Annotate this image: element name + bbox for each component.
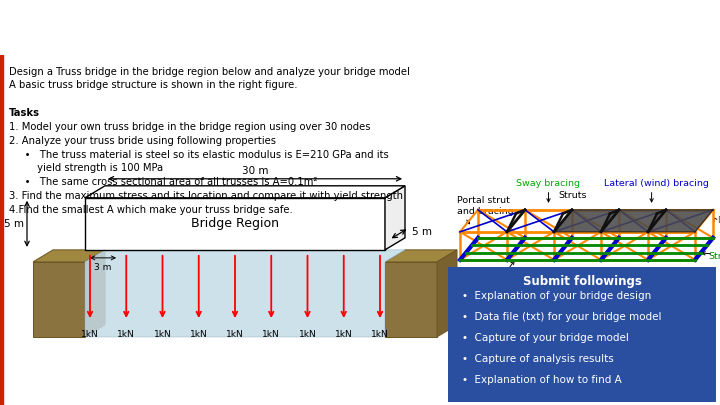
Text: Lateral (wind) bracing: Lateral (wind) bracing [604,179,709,188]
Text: Deck: Deck [717,216,720,225]
Text: 1kN: 1kN [335,330,353,339]
Bar [0,55,3,405]
Text: Floor beams: Floor beams [454,278,513,287]
Text: Bridge Region: Bridge Region [191,217,279,230]
Text: 4.Find the smallest A which make your truss bridge safe.: 4.Find the smallest A which make your tr… [9,205,293,215]
Text: 2. Analyze your truss bride using following properties: 2. Analyze your truss bride using follow… [9,136,276,146]
Text: Submit followings: Submit followings [523,275,642,288]
Text: Stringers: Stringers [708,252,720,261]
Text: •   The truss material is steel so its elastic modulus is E=210 GPa and its: • The truss material is steel so its ela… [9,149,389,160]
Text: Project 1 – Bridge Design and Analysis: Project 1 – Bridge Design and Analysis [9,18,521,42]
Text: •  Explanation of your bridge design: • Explanation of your bridge design [462,291,652,301]
Polygon shape [554,210,713,232]
Text: 1kN: 1kN [226,330,244,339]
Polygon shape [385,262,437,337]
Polygon shape [85,250,405,337]
Text: •  Data file (txt) for your bridge model: • Data file (txt) for your bridge model [462,312,662,322]
Text: 5 m: 5 m [4,219,24,229]
Text: 3 m: 3 m [94,263,112,272]
Text: 3. Find the maximum stress and its location and compare it with yield strength: 3. Find the maximum stress and its locat… [9,191,403,201]
Text: 1kN: 1kN [299,330,316,339]
Text: •  Explanation of how to find A: • Explanation of how to find A [462,375,622,385]
Text: 30 m: 30 m [242,166,269,176]
Polygon shape [85,198,385,250]
Polygon shape [85,186,405,198]
Text: 1. Model your own truss bridge in the bridge region using over 30 nodes: 1. Model your own truss bridge in the br… [9,122,371,132]
Text: 1kN: 1kN [262,330,280,339]
Text: yield strength is 100 MPa: yield strength is 100 MPa [9,163,163,173]
Text: 1kN: 1kN [190,330,207,339]
Text: 5 m: 5 m [412,227,432,237]
Text: Sway bracing: Sway bracing [516,179,580,188]
Polygon shape [385,250,457,262]
Text: 1kN: 1kN [153,330,171,339]
Polygon shape [385,186,405,250]
Polygon shape [33,250,105,262]
Text: Tasks: Tasks [9,108,40,118]
Text: Struts: Struts [559,191,588,200]
Text: •  Capture of analysis results: • Capture of analysis results [462,354,613,364]
Text: 1kN: 1kN [81,330,99,339]
Polygon shape [33,262,85,337]
Polygon shape [437,250,457,337]
Text: A basic truss bridge structure is shown in the right figure.: A basic truss bridge structure is shown … [9,81,297,90]
Text: 1kN: 1kN [371,330,389,339]
Polygon shape [85,250,105,337]
Text: 1kN: 1kN [117,330,135,339]
Text: •   The same cross sectional area of all trusses is A=0.1m²: • The same cross sectional area of all t… [9,177,318,187]
Text: Portal strut
and bracing: Portal strut and bracing [457,196,513,216]
Polygon shape [448,267,716,402]
Text: •  Capture of your bridge model: • Capture of your bridge model [462,333,629,343]
Text: Design a Truss bridge in the bridge region below and analyze your bridge model: Design a Truss bridge in the bridge regi… [9,67,410,77]
